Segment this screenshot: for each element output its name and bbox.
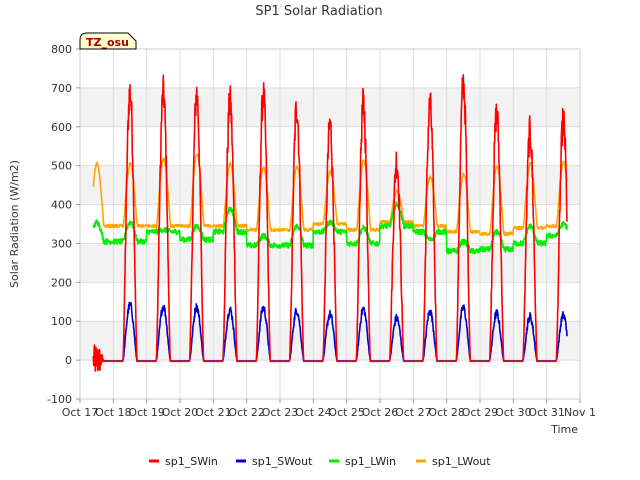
- plot-frame: [79, 48, 581, 400]
- y-tick-label: 400: [51, 199, 72, 212]
- y-axis-ticks: -100 0 100 200 300 400 500 600 700 800: [47, 43, 80, 406]
- x-tick-label: Oct 29: [462, 406, 499, 419]
- plot-background-bands: [80, 87, 580, 361]
- y-tick-label: -100: [47, 393, 72, 406]
- x-tick-label: Oct 17: [62, 406, 99, 419]
- x-tick-label: Oct 19: [128, 406, 165, 419]
- x-tick-label: Oct 24: [295, 406, 332, 419]
- y-tick-label: 700: [51, 82, 72, 95]
- legend-label-sp1_LWout: sp1_LWout: [432, 455, 491, 468]
- y-tick-label: 500: [51, 160, 72, 173]
- x-tick-label: Oct 26: [362, 406, 399, 419]
- x-tick-label: Oct 25: [328, 406, 365, 419]
- chart-title: SP1 Solar Radiation: [255, 4, 382, 19]
- legend-label-sp1_SWout: sp1_SWout: [252, 455, 313, 468]
- y-tick-label: 800: [51, 43, 72, 56]
- background-band: [80, 243, 580, 283]
- y-tick-label: 200: [51, 276, 72, 289]
- legend: sp1_SWin sp1_SWout sp1_LWin sp1_LWout: [149, 455, 491, 468]
- series-line-sp1_SWin: [92, 74, 568, 372]
- x-tick-label: Oct 31: [528, 406, 565, 419]
- background-band: [80, 321, 580, 361]
- legend-label-sp1_LWin: sp1_LWin: [345, 455, 396, 468]
- x-tick-label: Oct 30: [495, 406, 532, 419]
- y-tick-label: 600: [51, 121, 72, 134]
- y-tick-label: 100: [51, 315, 72, 328]
- y-tick-label: 0: [65, 354, 72, 367]
- x-tick-label: Oct 23: [262, 406, 299, 419]
- x-tick-label: Oct 21: [195, 406, 232, 419]
- annotation-box: [79, 32, 137, 50]
- series-line-sp1_LWout: [92, 153, 568, 237]
- x-tick-label: Oct 18: [95, 406, 132, 419]
- series-line-sp1_LWin: [92, 201, 568, 255]
- y-axis-label: Solar Radiation (W/m2): [8, 160, 21, 288]
- y-tick-label: 300: [51, 237, 72, 250]
- x-tick-label: Oct 28: [428, 406, 465, 419]
- legend-label-sp1_SWin: sp1_SWin: [165, 455, 218, 468]
- x-axis-label: Time: [550, 423, 578, 436]
- annotation-text: TZ_osu: [86, 36, 129, 49]
- x-tick-label: Oct 22: [228, 406, 265, 419]
- x-tick-label: Nov 1: [564, 406, 596, 419]
- series-layer: [92, 74, 568, 372]
- timezone-annotation: TZ_osu: [79, 32, 137, 50]
- x-tick-label: Oct 20: [162, 406, 199, 419]
- x-tick-label: Oct 27: [395, 406, 432, 419]
